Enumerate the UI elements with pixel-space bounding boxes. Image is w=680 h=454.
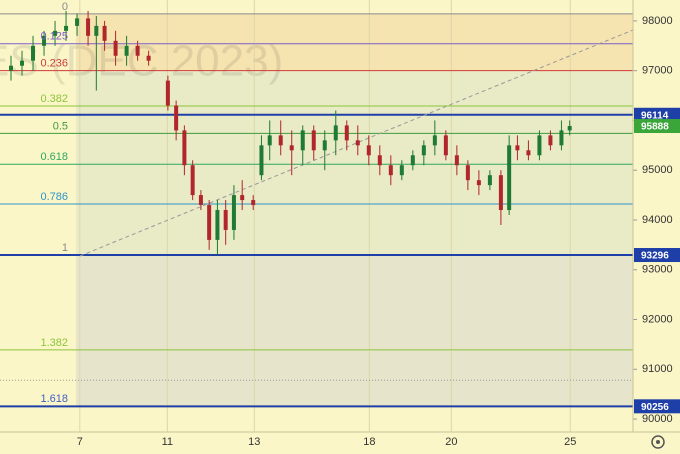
candle-body: [548, 135, 553, 146]
candle-body: [182, 130, 187, 166]
fib-label: 0.125: [40, 31, 68, 43]
fib-zone: [76, 70, 633, 256]
fib-label: 0.382: [40, 93, 68, 105]
candle-body: [75, 18, 80, 26]
candle-body: [240, 195, 245, 201]
x-tick-label: 20: [445, 436, 457, 448]
candle-body: [333, 125, 338, 141]
last-price-box: [634, 119, 680, 134]
fib-label: 0.5: [53, 120, 68, 132]
candle-body: [42, 35, 47, 46]
candle-body: [421, 145, 426, 156]
fib-label: 0.618: [40, 151, 68, 163]
candle-body: [94, 25, 99, 36]
candle-body: [102, 25, 107, 41]
candle-body: [9, 65, 14, 71]
candle-body: [278, 135, 283, 146]
y-tick-label: 90000: [642, 413, 673, 425]
candle-body: [388, 165, 393, 176]
x-tick-label: 7: [77, 436, 83, 448]
fib-label: 1.618: [40, 393, 68, 405]
candle-body: [190, 165, 195, 196]
fib-label: 0: [62, 1, 68, 13]
y-tick-label: 98000: [642, 15, 673, 27]
y-tick-label: 97000: [642, 65, 673, 77]
y-tick-label: 92000: [642, 313, 673, 325]
candle-body: [454, 155, 459, 166]
candle-body: [31, 45, 36, 61]
fib-zone: [76, 255, 633, 407]
x-tick-label: 13: [248, 436, 260, 448]
candle-body: [410, 155, 415, 166]
price-box: [634, 248, 680, 263]
candle-body: [366, 145, 371, 156]
candle-body: [355, 140, 360, 146]
price-box: [634, 107, 680, 122]
candle-body: [432, 135, 437, 146]
candle-body: [207, 205, 212, 240]
candle-body: [86, 18, 91, 36]
candle-body: [64, 25, 69, 31]
candle-body: [259, 145, 264, 176]
candle-body: [567, 126, 572, 131]
price-box-label: 96114: [641, 110, 669, 121]
candle-body: [174, 105, 179, 131]
candle-body: [223, 210, 228, 230]
candle-body: [124, 45, 129, 56]
candle-body: [526, 150, 531, 156]
candle-body: [487, 175, 492, 186]
candle-body: [251, 200, 256, 206]
candle-body: [267, 135, 272, 146]
fib-label: 0.236: [40, 58, 68, 70]
candle-body: [476, 180, 481, 186]
candle-body: [53, 30, 58, 36]
fib-label: 0.786: [40, 191, 68, 203]
candle-body: [377, 155, 382, 166]
candle-body: [498, 175, 503, 211]
candle-body: [289, 145, 294, 151]
candle-body: [20, 60, 25, 66]
candle-body: [300, 130, 305, 151]
x-tick-label: 18: [363, 436, 375, 448]
watermark: ES (DEC 2023): [0, 37, 283, 86]
price-box-label: 90256: [641, 402, 669, 413]
candle-body: [443, 135, 448, 156]
candle-body: [231, 195, 236, 230]
candle-body: [344, 125, 349, 141]
candle-body: [311, 130, 316, 151]
y-tick-label: 91000: [642, 363, 673, 375]
candle-body: [165, 80, 170, 106]
candle-body: [135, 45, 140, 56]
fib-label: 1: [62, 242, 68, 254]
candle-body: [537, 135, 542, 156]
fib-label: 1.382: [40, 337, 68, 349]
candle-body: [399, 165, 404, 176]
settings-icon-center: [656, 440, 660, 444]
price-box: [634, 399, 680, 414]
x-tick-label: 11: [162, 436, 173, 448]
candle-body: [322, 140, 327, 151]
last-price-label: 95888: [641, 122, 669, 133]
candle-body: [113, 40, 118, 56]
trend-line: [79, 29, 634, 257]
candle-body: [215, 210, 220, 240]
candle-body: [507, 145, 512, 211]
candle-body: [559, 130, 564, 146]
y-tick-label: 93000: [642, 264, 673, 276]
price-box-label: 93296: [641, 251, 669, 262]
candle-body: [198, 195, 203, 206]
candle-body: [515, 145, 520, 151]
candle-body: [146, 55, 151, 61]
candle-body: [465, 165, 470, 181]
x-tick-label: 25: [564, 436, 576, 448]
fib-zone: [76, 13, 633, 71]
y-tick-label: 94000: [642, 214, 673, 226]
y-tick-label: 95000: [642, 164, 673, 176]
settings-icon[interactable]: [651, 435, 665, 449]
